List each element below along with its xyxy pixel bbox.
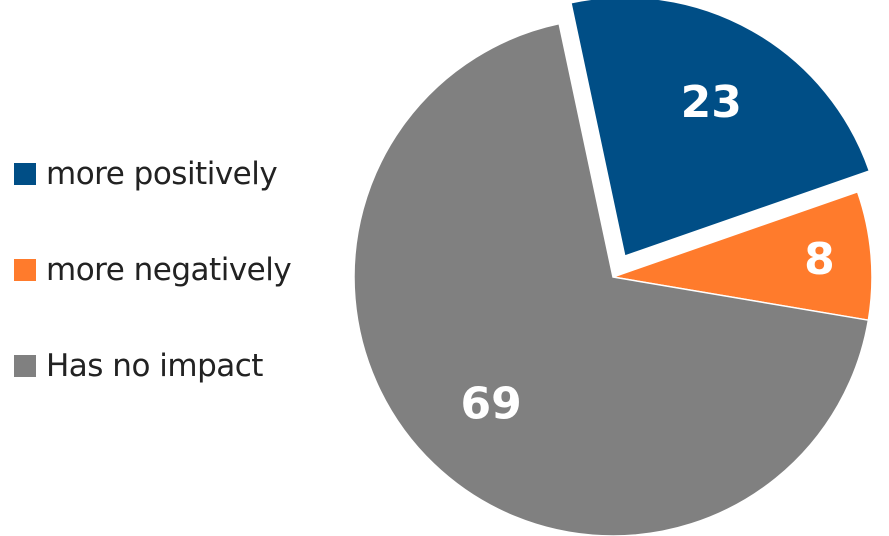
- legend-item-more-negatively: more negatively: [14, 244, 292, 296]
- legend-swatch-has-no-impact: [14, 355, 36, 377]
- data-label-more-negatively: 8: [804, 234, 835, 285]
- legend-item-more-positively: more positively: [14, 148, 291, 200]
- legend-label-more-positively: more positively: [46, 156, 278, 192]
- data-label-more-positively: 23: [681, 77, 742, 128]
- legend-swatch-more-positively: [14, 163, 36, 185]
- data-label-has-no-impact: 69: [460, 379, 521, 430]
- legend-swatch-more-negatively: [14, 259, 36, 281]
- pie-slice-more-negatively: [612, 190, 873, 322]
- legend-label-has-no-impact: Has no impact: [46, 348, 263, 384]
- legend-item-has-no-impact: Has no impact: [14, 340, 291, 392]
- pie-slice-more-positively: [570, 0, 871, 258]
- pie-slice-has-no-impact: [353, 22, 870, 536]
- legend: more positively more negatively Has no i…: [14, 148, 292, 436]
- legend-label-more-negatively: more negatively: [46, 252, 292, 288]
